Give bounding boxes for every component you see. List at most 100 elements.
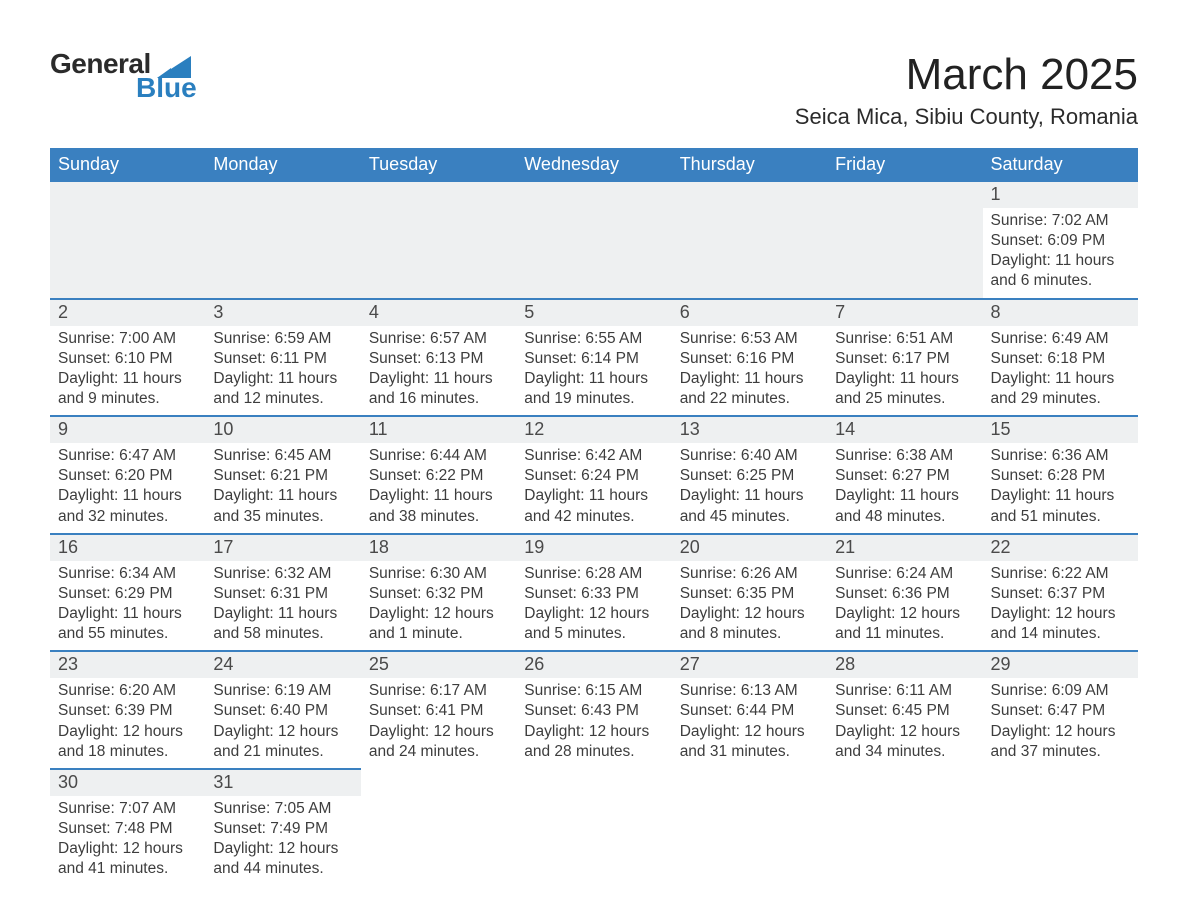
daylight-line: Daylight: 11 hours and 29 minutes. (991, 369, 1130, 409)
daylight-line: Daylight: 11 hours and 35 minutes. (213, 486, 352, 526)
page-title: March 2025 (795, 50, 1138, 100)
day-number: 2 (50, 300, 205, 326)
calendar-cell (361, 182, 516, 299)
daylight-line: Daylight: 12 hours and 24 minutes. (369, 722, 508, 762)
daylight-line: Daylight: 11 hours and 19 minutes. (524, 369, 663, 409)
day-details: Sunrise: 6:51 AMSunset: 6:17 PMDaylight:… (827, 326, 982, 416)
day-number: 26 (516, 652, 671, 678)
sunset-line: Sunset: 6:21 PM (213, 466, 352, 486)
day-number: 5 (516, 300, 671, 326)
calendar-week-row: 23Sunrise: 6:20 AMSunset: 6:39 PMDayligh… (50, 651, 1138, 769)
calendar-cell (361, 769, 516, 886)
day-number: 25 (361, 652, 516, 678)
calendar-cell: 5Sunrise: 6:55 AMSunset: 6:14 PMDaylight… (516, 299, 671, 417)
day-number: 27 (672, 652, 827, 678)
sunset-line: Sunset: 6:31 PM (213, 584, 352, 604)
calendar-cell: 19Sunrise: 6:28 AMSunset: 6:33 PMDayligh… (516, 534, 671, 652)
calendar-cell: 22Sunrise: 6:22 AMSunset: 6:37 PMDayligh… (983, 534, 1138, 652)
calendar-cell (672, 182, 827, 299)
header: General Blue March 2025 Seica Mica, Sibi… (50, 50, 1138, 130)
sunset-line: Sunset: 6:33 PM (524, 584, 663, 604)
sunset-line: Sunset: 6:25 PM (680, 466, 819, 486)
day-number: 24 (205, 652, 360, 678)
day-number: 22 (983, 535, 1138, 561)
day-details: Sunrise: 6:22 AMSunset: 6:37 PMDaylight:… (983, 561, 1138, 651)
daylight-line: Daylight: 12 hours and 5 minutes. (524, 604, 663, 644)
day-details: Sunrise: 6:42 AMSunset: 6:24 PMDaylight:… (516, 443, 671, 533)
daylight-line: Daylight: 12 hours and 14 minutes. (991, 604, 1130, 644)
calendar-cell: 23Sunrise: 6:20 AMSunset: 6:39 PMDayligh… (50, 651, 205, 769)
location-subtitle: Seica Mica, Sibiu County, Romania (795, 104, 1138, 130)
calendar-cell: 24Sunrise: 6:19 AMSunset: 6:40 PMDayligh… (205, 651, 360, 769)
daylight-line: Daylight: 11 hours and 51 minutes. (991, 486, 1130, 526)
calendar-cell: 27Sunrise: 6:13 AMSunset: 6:44 PMDayligh… (672, 651, 827, 769)
sunrise-line: Sunrise: 6:40 AM (680, 446, 819, 466)
daylight-line: Daylight: 11 hours and 32 minutes. (58, 486, 197, 526)
day-details: Sunrise: 6:55 AMSunset: 6:14 PMDaylight:… (516, 326, 671, 416)
day-number: 31 (205, 770, 360, 796)
day-details: Sunrise: 6:53 AMSunset: 6:16 PMDaylight:… (672, 326, 827, 416)
sunrise-line: Sunrise: 6:26 AM (680, 564, 819, 584)
calendar-cell (205, 182, 360, 299)
calendar-cell: 18Sunrise: 6:30 AMSunset: 6:32 PMDayligh… (361, 534, 516, 652)
calendar-cell: 1Sunrise: 7:02 AMSunset: 6:09 PMDaylight… (983, 182, 1138, 299)
calendar-week-row: 1Sunrise: 7:02 AMSunset: 6:09 PMDaylight… (50, 182, 1138, 299)
sunrise-line: Sunrise: 6:38 AM (835, 446, 974, 466)
sunset-line: Sunset: 6:40 PM (213, 701, 352, 721)
sunset-line: Sunset: 6:43 PM (524, 701, 663, 721)
daylight-line: Daylight: 11 hours and 58 minutes. (213, 604, 352, 644)
sunset-line: Sunset: 6:17 PM (835, 349, 974, 369)
calendar-cell: 4Sunrise: 6:57 AMSunset: 6:13 PMDaylight… (361, 299, 516, 417)
day-number: 21 (827, 535, 982, 561)
sunrise-line: Sunrise: 6:15 AM (524, 681, 663, 701)
day-details: Sunrise: 6:24 AMSunset: 6:36 PMDaylight:… (827, 561, 982, 651)
daylight-line: Daylight: 12 hours and 41 minutes. (58, 839, 197, 879)
sunrise-line: Sunrise: 6:09 AM (991, 681, 1130, 701)
day-details: Sunrise: 6:47 AMSunset: 6:20 PMDaylight:… (50, 443, 205, 533)
sunset-line: Sunset: 6:28 PM (991, 466, 1130, 486)
day-details: Sunrise: 6:26 AMSunset: 6:35 PMDaylight:… (672, 561, 827, 651)
sunrise-line: Sunrise: 6:57 AM (369, 329, 508, 349)
sunset-line: Sunset: 6:27 PM (835, 466, 974, 486)
calendar-table: Sunday Monday Tuesday Wednesday Thursday… (50, 148, 1138, 885)
calendar-cell: 9Sunrise: 6:47 AMSunset: 6:20 PMDaylight… (50, 416, 205, 534)
sunset-line: Sunset: 6:09 PM (991, 231, 1130, 251)
sunrise-line: Sunrise: 6:36 AM (991, 446, 1130, 466)
sunrise-line: Sunrise: 6:30 AM (369, 564, 508, 584)
daylight-line: Daylight: 11 hours and 6 minutes. (991, 251, 1130, 291)
day-details: Sunrise: 6:44 AMSunset: 6:22 PMDaylight:… (361, 443, 516, 533)
day-number: 3 (205, 300, 360, 326)
calendar-cell: 20Sunrise: 6:26 AMSunset: 6:35 PMDayligh… (672, 534, 827, 652)
calendar-cell: 15Sunrise: 6:36 AMSunset: 6:28 PMDayligh… (983, 416, 1138, 534)
sunrise-line: Sunrise: 6:13 AM (680, 681, 819, 701)
daylight-line: Daylight: 12 hours and 18 minutes. (58, 722, 197, 762)
day-details: Sunrise: 6:20 AMSunset: 6:39 PMDaylight:… (50, 678, 205, 768)
sunset-line: Sunset: 6:37 PM (991, 584, 1130, 604)
daylight-line: Daylight: 11 hours and 42 minutes. (524, 486, 663, 526)
calendar-cell: 14Sunrise: 6:38 AMSunset: 6:27 PMDayligh… (827, 416, 982, 534)
weekday-header: Saturday (983, 148, 1138, 182)
sunset-line: Sunset: 6:11 PM (213, 349, 352, 369)
day-details: Sunrise: 6:59 AMSunset: 6:11 PMDaylight:… (205, 326, 360, 416)
calendar-cell: 25Sunrise: 6:17 AMSunset: 6:41 PMDayligh… (361, 651, 516, 769)
calendar-cell: 21Sunrise: 6:24 AMSunset: 6:36 PMDayligh… (827, 534, 982, 652)
day-number: 10 (205, 417, 360, 443)
day-number: 13 (672, 417, 827, 443)
day-number: 8 (983, 300, 1138, 326)
day-details: Sunrise: 6:15 AMSunset: 6:43 PMDaylight:… (516, 678, 671, 768)
weekday-header: Thursday (672, 148, 827, 182)
weekday-header: Wednesday (516, 148, 671, 182)
sunset-line: Sunset: 7:48 PM (58, 819, 197, 839)
sunrise-line: Sunrise: 6:24 AM (835, 564, 974, 584)
sunrise-line: Sunrise: 6:51 AM (835, 329, 974, 349)
day-details: Sunrise: 7:05 AMSunset: 7:49 PMDaylight:… (205, 796, 360, 886)
calendar-cell: 16Sunrise: 6:34 AMSunset: 6:29 PMDayligh… (50, 534, 205, 652)
weekday-header: Tuesday (361, 148, 516, 182)
daylight-line: Daylight: 12 hours and 34 minutes. (835, 722, 974, 762)
calendar-cell (983, 769, 1138, 886)
sunrise-line: Sunrise: 6:28 AM (524, 564, 663, 584)
daylight-line: Daylight: 11 hours and 25 minutes. (835, 369, 974, 409)
day-details: Sunrise: 6:28 AMSunset: 6:33 PMDaylight:… (516, 561, 671, 651)
day-details: Sunrise: 6:11 AMSunset: 6:45 PMDaylight:… (827, 678, 982, 768)
day-details: Sunrise: 6:49 AMSunset: 6:18 PMDaylight:… (983, 326, 1138, 416)
